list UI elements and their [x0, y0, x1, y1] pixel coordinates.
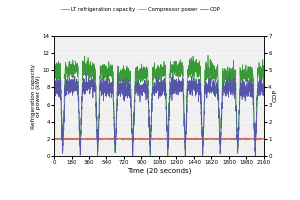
Y-axis label: COP: COP	[273, 90, 278, 102]
LT refrigeration capacity	[183, 122, 186, 124]
LT refrigeration capacity	[110, 72, 113, 74]
Compressor power	[110, 138, 113, 141]
LT refrigeration capacity	[206, 54, 210, 56]
Compressor power	[201, 139, 205, 141]
Compressor power	[52, 138, 56, 140]
Compressor power	[262, 137, 266, 139]
COP	[221, 94, 225, 97]
Compressor power	[253, 138, 257, 140]
LT refrigeration capacity	[96, 155, 100, 157]
COP	[262, 81, 266, 83]
Line: Compressor power: Compressor power	[54, 138, 264, 140]
LT refrigeration capacity	[91, 74, 95, 77]
LT refrigeration capacity	[161, 67, 164, 69]
Line: LT refrigeration capacity: LT refrigeration capacity	[54, 55, 264, 156]
Y-axis label: Refrigeration capacity
or power (kW): Refrigeration capacity or power (kW)	[31, 63, 41, 129]
LT refrigeration capacity	[52, 64, 56, 66]
COP	[183, 127, 186, 129]
COP	[52, 88, 56, 91]
LT refrigeration capacity	[253, 139, 257, 141]
Compressor power	[221, 137, 225, 140]
Legend: LT refrigeration capacity, Compressor power, COP: LT refrigeration capacity, Compressor po…	[59, 5, 223, 14]
COP	[110, 85, 113, 87]
Line: COP: COP	[54, 73, 264, 156]
X-axis label: Time (20 seconds): Time (20 seconds)	[127, 168, 191, 174]
Compressor power	[183, 137, 186, 140]
Compressor power	[244, 136, 247, 139]
COP	[131, 155, 134, 157]
COP	[161, 93, 164, 96]
COP	[106, 72, 109, 74]
LT refrigeration capacity	[221, 74, 225, 76]
Compressor power	[161, 137, 164, 140]
COP	[91, 84, 95, 86]
LT refrigeration capacity	[262, 67, 266, 69]
COP	[253, 150, 257, 152]
Compressor power	[91, 137, 95, 140]
